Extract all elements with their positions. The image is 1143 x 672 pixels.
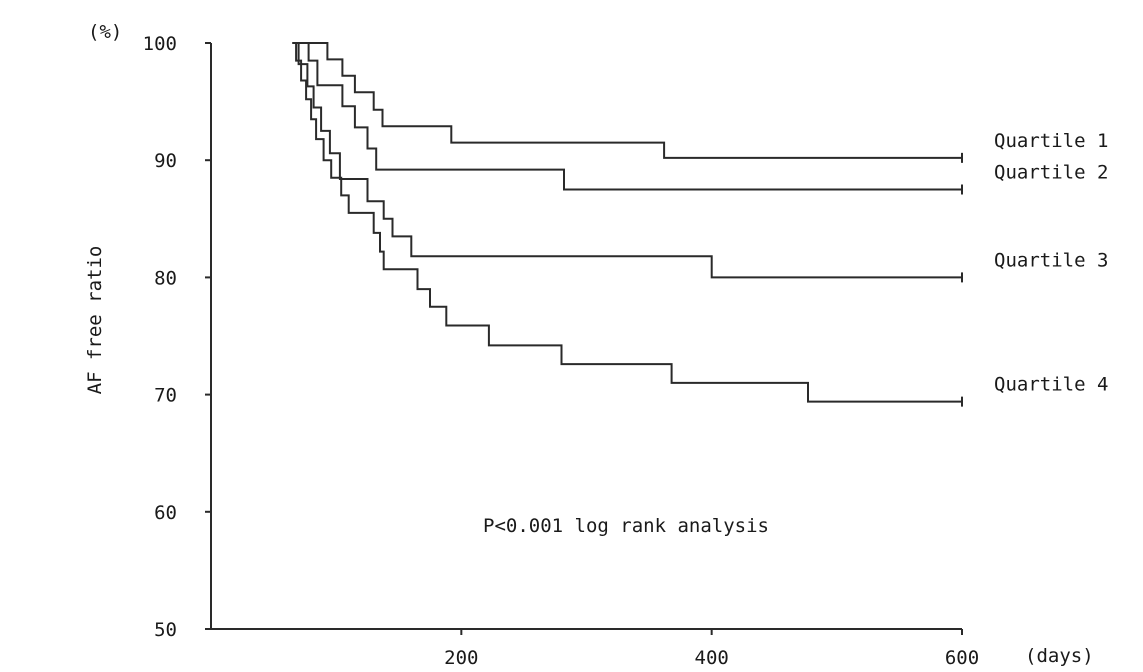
series-label-quartile-1: Quartile 1 [994, 130, 1108, 152]
x-tick-label: 400 [695, 647, 729, 669]
series-label-quartile-2: Quartile 2 [994, 162, 1108, 184]
series-line-quartile-1 [292, 42, 962, 159]
y-tick-label: 70 [154, 385, 177, 407]
series-line-quartile-3 [292, 42, 962, 279]
y-tick-label: 50 [154, 619, 177, 641]
y-tick-label: 100 [143, 33, 177, 55]
y-tick-label: 60 [154, 502, 177, 524]
log-rank-annotation: P<0.001 log rank analysis [483, 515, 769, 537]
axes: 50 60 70 80 90 100 200 400 600 [143, 33, 979, 669]
series-line-quartile-4 [292, 42, 962, 403]
series-line-quartile-2 [292, 42, 962, 191]
y-tick-label: 90 [154, 150, 177, 172]
x-tick-label: 600 [945, 647, 979, 669]
y-axis-title: AF free ratio [84, 246, 106, 395]
series-label-quartile-4: Quartile 4 [994, 374, 1108, 396]
x-tick-label: 200 [444, 647, 478, 669]
y-tick-label: 80 [154, 267, 177, 289]
series-label-quartile-3: Quartile 3 [994, 249, 1108, 271]
series-layer: Quartile 1 Quartile 2 Quartile 3 Quartile 4 [292, 42, 1108, 407]
y-axis-unit: (%) [88, 21, 122, 43]
x-axis-unit: (days) [1025, 645, 1094, 667]
